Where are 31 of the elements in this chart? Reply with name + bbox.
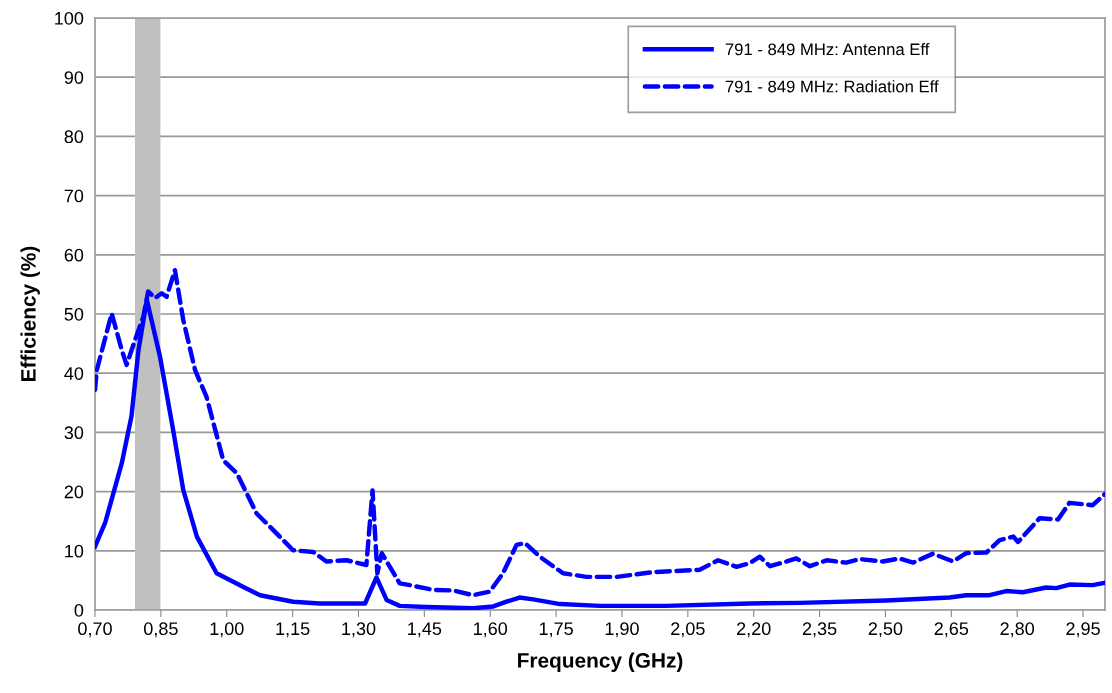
x-tick-label: 1,75 (539, 622, 573, 638)
legend-label: 791 - 849 MHz: Radiation Eff (725, 80, 939, 93)
x-axis-title: Frequency (GHz) (518, 652, 683, 672)
y-tick-label: 30 (64, 426, 84, 440)
x-tick-label: 1,30 (342, 622, 376, 638)
x-tick-label: 2,05 (671, 622, 705, 638)
y-tick-label: 70 (64, 189, 84, 203)
x-tick-label: 1,00 (210, 622, 244, 638)
y-tick-label: 60 (64, 248, 84, 262)
y-tick-label: 50 (64, 307, 84, 321)
y-tick-label: 80 (64, 130, 84, 144)
x-tick-label: 2,65 (934, 622, 969, 638)
x-tick-label: 1,45 (408, 622, 442, 638)
y-axis-title: Efficiency (%) (20, 246, 40, 381)
x-tick-label: 2,50 (868, 622, 903, 638)
x-tick-label: 2,80 (1000, 622, 1035, 638)
x-tick-label: 2,95 (1066, 622, 1100, 638)
x-tick-label: 1,15 (276, 622, 310, 638)
x-tick-label: 0,70 (78, 622, 112, 638)
y-tick-label: 40 (64, 367, 84, 380)
y-tick-label: 90 (64, 71, 84, 84)
y-tick-label: 0 (74, 603, 84, 617)
x-tick-label: 1,60 (474, 622, 508, 638)
x-tick-label: 0,85 (144, 622, 178, 638)
x-tick-label: 1,90 (605, 622, 639, 638)
legend-label: 791 - 849 MHz: Antenna Eff (725, 43, 930, 56)
y-tick-label: 20 (64, 485, 84, 499)
y-tick-label: 10 (65, 544, 84, 558)
y-tick-label: 100 (55, 11, 84, 25)
x-tick-label: 2,35 (802, 622, 837, 638)
x-tick-label: 2,20 (737, 622, 771, 638)
